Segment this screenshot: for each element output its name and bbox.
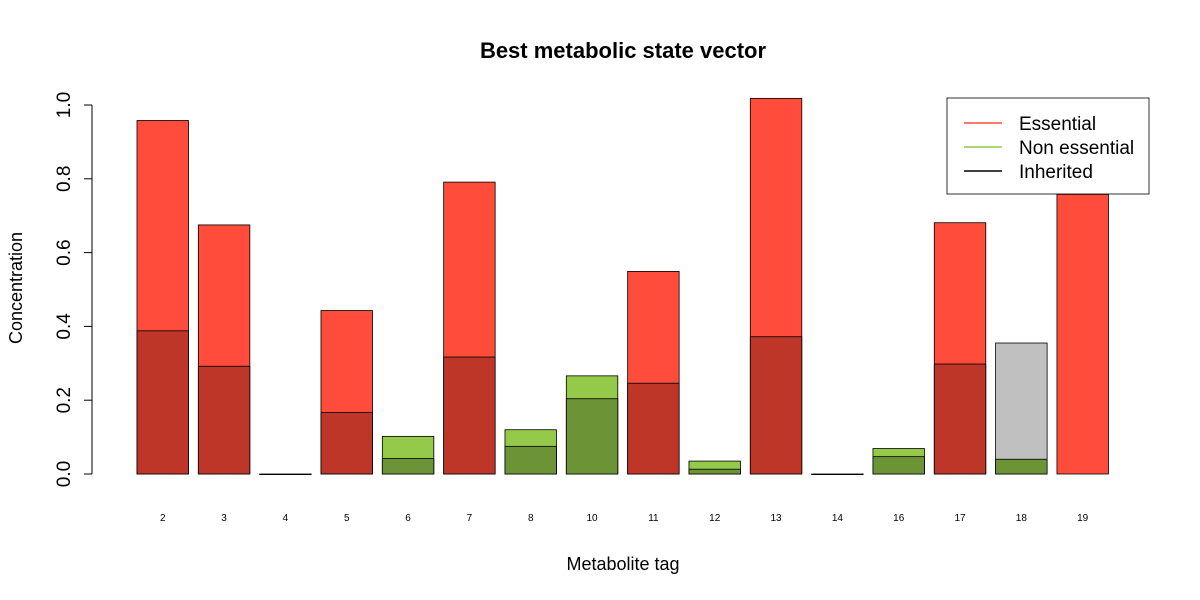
x-tick-label: 3: [221, 513, 227, 524]
y-tick-label: 0.2: [54, 387, 75, 413]
x-axis-label: Metabolite tag: [566, 554, 679, 574]
bar-inherited: [749, 336, 803, 475]
x-tick-label: 13: [770, 513, 782, 524]
x-tick-label: 12: [709, 513, 721, 524]
legend-label: Essential: [1019, 114, 1096, 135]
x-tick-label: 11: [648, 513, 659, 524]
chart-title: Best metabolic state vector: [480, 38, 767, 63]
bar-inherited: [811, 473, 864, 476]
bar-inherited: [443, 356, 496, 475]
y-tick-label: 1.0: [54, 92, 75, 118]
x-tick-label: 6: [405, 513, 411, 524]
bar-inherited: [381, 458, 435, 475]
bar-other: [995, 342, 1048, 475]
x-tick-label: 10: [586, 513, 598, 524]
x-tick-label: 18: [1016, 513, 1028, 524]
legend-label: Inherited: [1019, 162, 1093, 183]
bar-inherited: [995, 458, 1048, 475]
legend: Essential Non essential Inherited: [946, 97, 1150, 195]
bar-inherited: [627, 382, 680, 475]
x-tick-label: 4: [283, 513, 289, 524]
x-tick-label: 14: [832, 513, 844, 524]
bar-essential: [1056, 193, 1109, 475]
y-tick-label: 0.4: [54, 313, 75, 340]
x-tick-label: 19: [1077, 513, 1089, 524]
x-tick-label: 5: [344, 513, 350, 524]
y-tick-label: 0.6: [54, 239, 75, 265]
y-tick-label: 0.8: [54, 166, 75, 192]
y-axis-label: Concentration: [6, 232, 26, 344]
x-tick-labels: 2 3 4 5 6 7 8 10 11 12 13 14 16 17 18 19: [160, 513, 1089, 524]
x-tick-label: 7: [467, 513, 473, 524]
bar-inherited: [565, 398, 619, 475]
y-axis: 0.0 0.2 0.4 0.6 0.8 1.0: [54, 92, 93, 487]
bars-group: [136, 97, 1109, 476]
bar-inherited: [197, 365, 251, 475]
bar-inherited: [136, 330, 189, 475]
x-tick-label: 8: [528, 513, 534, 524]
y-tick-label: 0.0: [54, 461, 75, 487]
bar-inherited: [688, 468, 741, 475]
bar-inherited: [320, 411, 373, 475]
bar-inherited: [259, 473, 312, 476]
legend-label: Non essential: [1019, 138, 1134, 159]
x-tick-label: 17: [954, 513, 966, 524]
legend-box: [946, 97, 1150, 195]
bar-inherited: [504, 445, 557, 475]
x-tick-label: 16: [893, 513, 905, 524]
x-tick-label: 2: [160, 513, 166, 524]
bar-inherited: [872, 456, 925, 475]
bar-inherited: [933, 363, 987, 475]
